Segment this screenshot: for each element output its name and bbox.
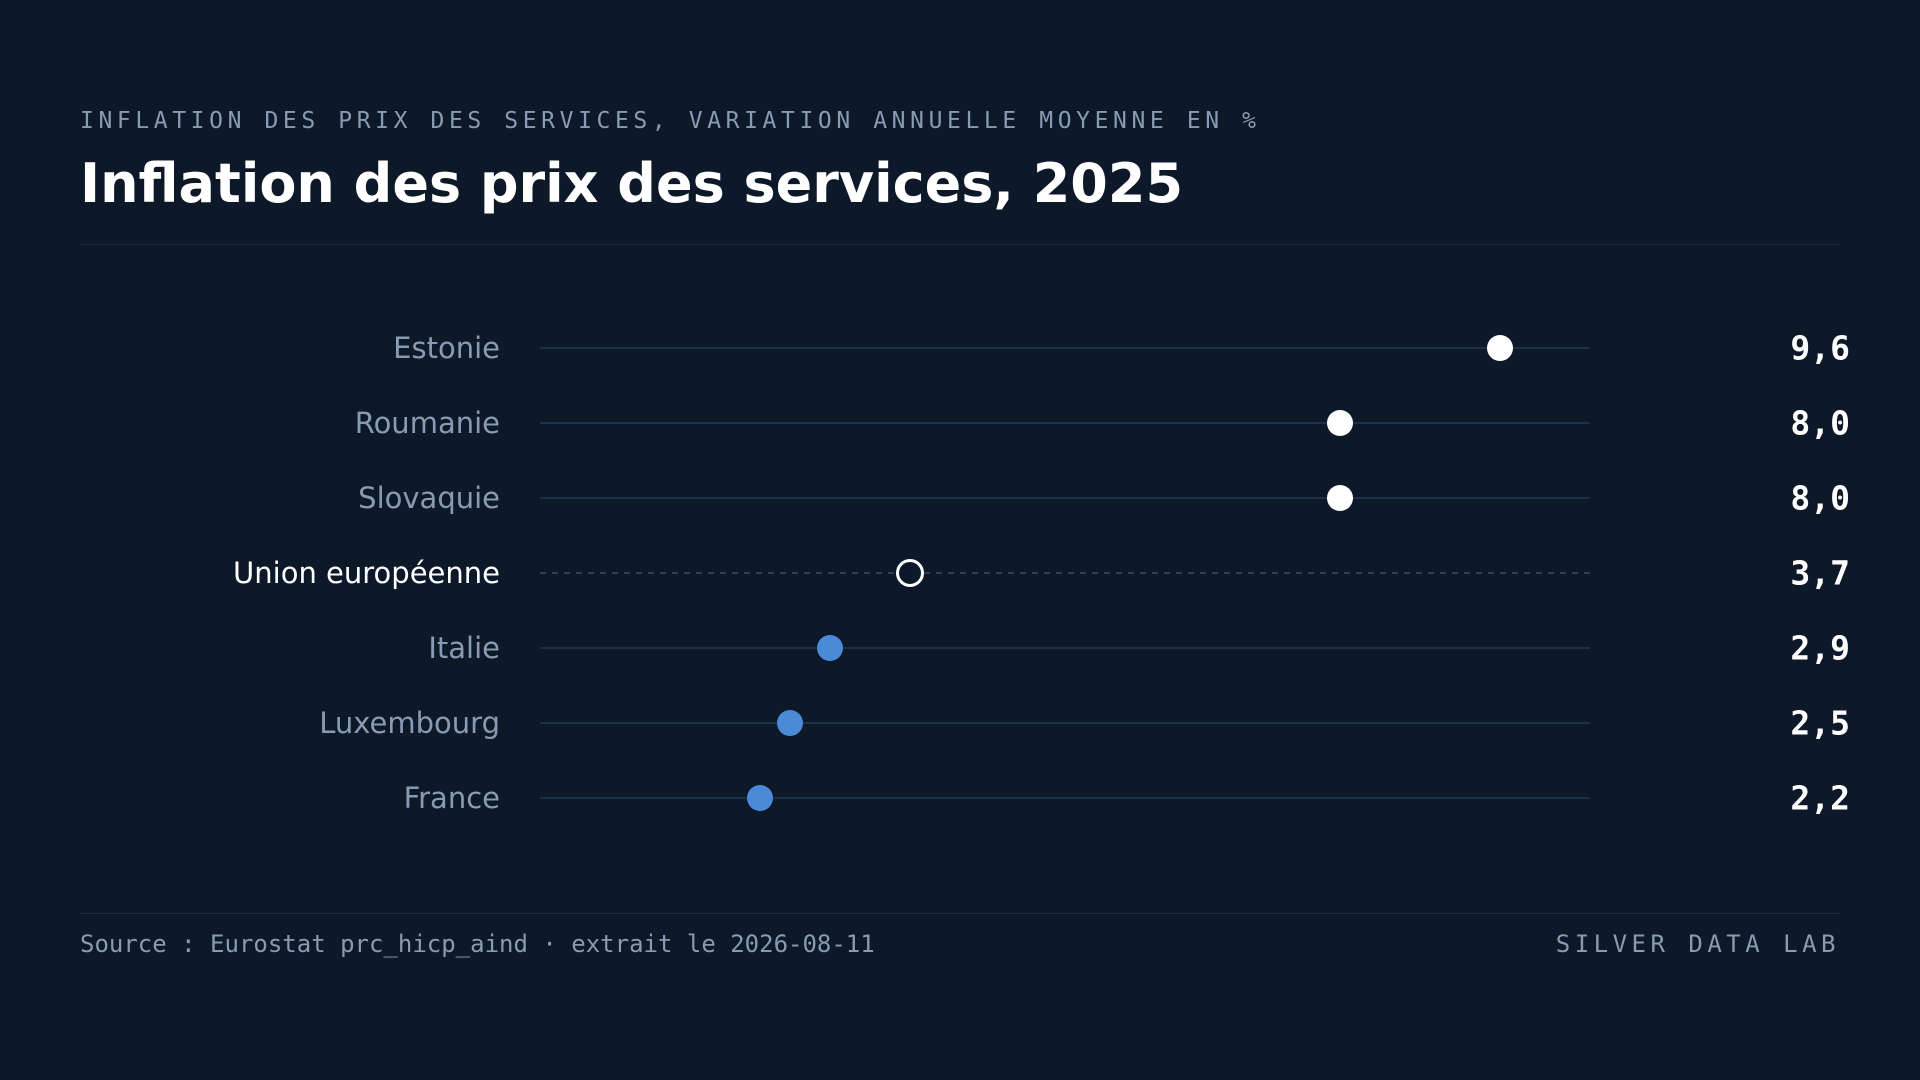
category-label-union-europeenne: Union européenne (233, 556, 500, 590)
category-label-france: France (404, 781, 500, 815)
value-label-union-europeenne: 3,7 (1790, 554, 1850, 593)
value-label-luxembourg: 2,5 (1790, 704, 1850, 743)
value-label-france: 2,2 (1790, 779, 1850, 818)
data-point-roumanie (1327, 410, 1353, 436)
footer-divider (80, 913, 1840, 914)
chart-kicker: INFLATION DES PRIX DES SERVICES, VARIATI… (80, 108, 1261, 134)
data-point-union-europeenne (896, 559, 924, 587)
data-point-italie (817, 635, 843, 661)
data-point-luxembourg (777, 710, 803, 736)
category-label-roumanie: Roumanie (355, 406, 500, 440)
value-label-slovaquie: 8,0 (1790, 479, 1850, 518)
category-label-slovaquie: Slovaquie (358, 481, 500, 515)
data-point-slovaquie (1327, 485, 1353, 511)
footer-source: Source : Eurostat prc_hicp_aind · extrai… (80, 930, 875, 958)
chart-title: Inflation des prix des services, 2025 (80, 152, 1184, 215)
data-point-france (747, 785, 773, 811)
category-label-luxembourg: Luxembourg (319, 706, 500, 740)
category-label-italie: Italie (428, 631, 500, 665)
data-point-estonie (1487, 335, 1513, 361)
header-divider (80, 244, 1840, 245)
value-label-roumanie: 8,0 (1790, 404, 1850, 443)
category-label-estonie: Estonie (393, 331, 500, 365)
value-label-italie: 2,9 (1790, 629, 1850, 668)
footer-brand: SILVER DATA LAB (1555, 930, 1840, 958)
value-label-estonie: 9,6 (1790, 329, 1850, 368)
